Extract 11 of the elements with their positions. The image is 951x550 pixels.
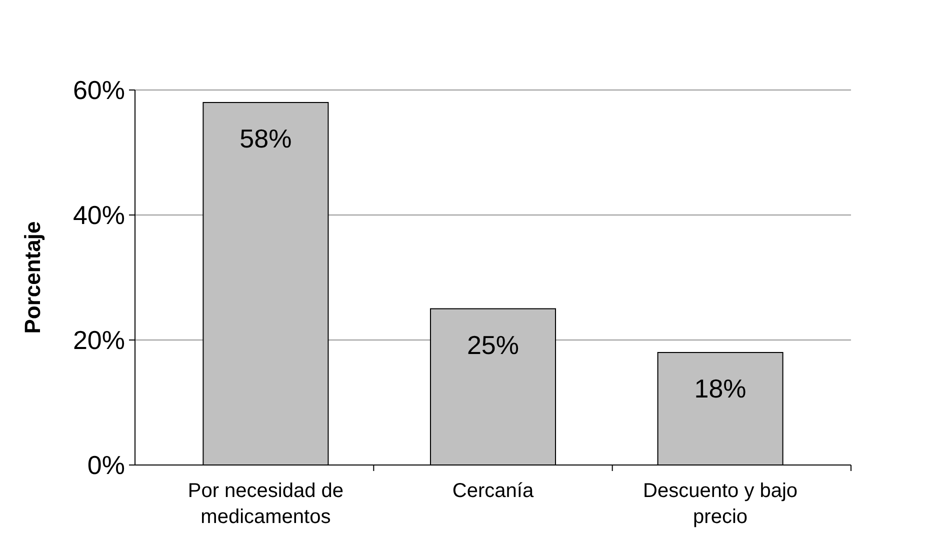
x-tick-label: Cercanía [452, 480, 534, 502]
x-tick-label: Descuento y bajo precio [643, 480, 798, 528]
y-axis-title: Porcentaje [20, 221, 45, 334]
data-label: 58% [240, 124, 292, 154]
data-label: 18% [694, 374, 746, 404]
y-tick-label: 20% [72, 325, 125, 356]
x-tick-label: Por necesidad de medicamentos [188, 480, 344, 528]
y-tick-label: 60% [72, 75, 125, 106]
data-label: 25% [466, 330, 520, 360]
y-tick-label: 40% [72, 200, 125, 230]
y-tick-label: 0% [87, 450, 125, 480]
